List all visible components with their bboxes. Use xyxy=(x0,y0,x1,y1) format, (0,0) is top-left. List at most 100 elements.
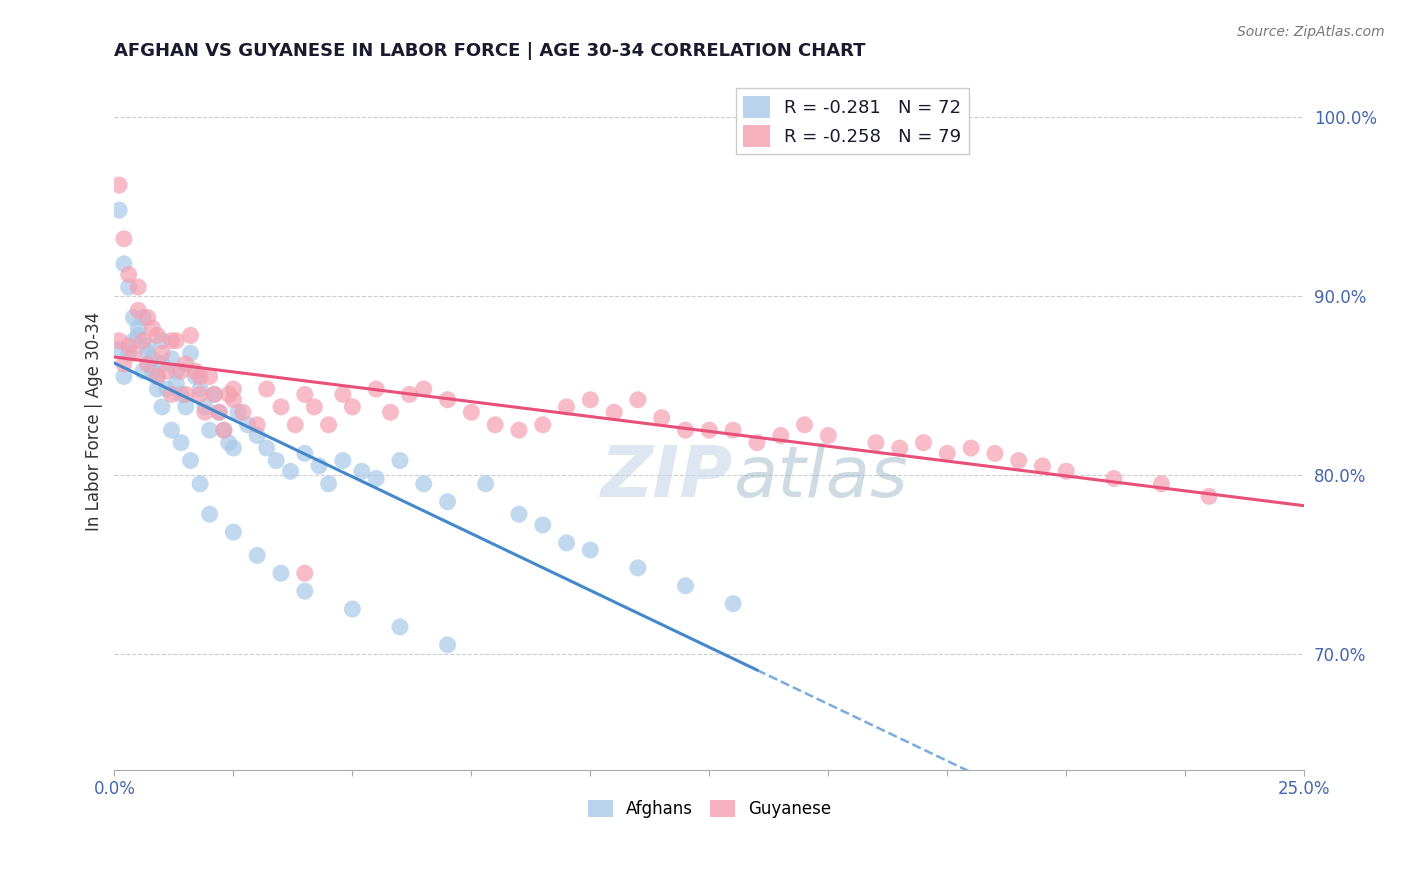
Point xyxy=(366,471,388,485)
Point xyxy=(388,453,411,467)
Point xyxy=(531,518,554,533)
Point xyxy=(332,453,354,467)
Point xyxy=(150,400,173,414)
Point xyxy=(212,423,235,437)
Point xyxy=(188,382,211,396)
Point xyxy=(246,549,269,563)
Point xyxy=(127,280,149,294)
Point xyxy=(218,387,240,401)
Point xyxy=(721,597,744,611)
Point xyxy=(156,364,179,378)
Text: Source: ZipAtlas.com: Source: ZipAtlas.com xyxy=(1237,25,1385,39)
Point xyxy=(603,405,626,419)
Point xyxy=(1054,464,1077,478)
Point xyxy=(1031,458,1053,473)
Point xyxy=(160,423,183,437)
Point xyxy=(112,257,135,271)
Point xyxy=(170,435,193,450)
Point xyxy=(127,321,149,335)
Point xyxy=(256,441,278,455)
Point xyxy=(264,453,287,467)
Point xyxy=(112,369,135,384)
Point xyxy=(304,400,326,414)
Point xyxy=(146,328,169,343)
Point xyxy=(474,476,496,491)
Point xyxy=(675,579,697,593)
Point xyxy=(118,280,141,294)
Point xyxy=(170,387,193,401)
Point xyxy=(122,346,145,360)
Point xyxy=(108,334,131,348)
Point xyxy=(294,566,316,581)
Point xyxy=(141,364,163,378)
Point xyxy=(180,328,202,343)
Point xyxy=(165,364,187,378)
Point xyxy=(136,310,159,325)
Point xyxy=(222,382,245,396)
Point xyxy=(232,405,254,419)
Point xyxy=(912,435,935,450)
Point xyxy=(318,417,340,432)
Point xyxy=(350,464,373,478)
Point xyxy=(180,346,202,360)
Point xyxy=(112,232,135,246)
Point xyxy=(222,525,245,540)
Y-axis label: In Labor Force | Age 30-34: In Labor Force | Age 30-34 xyxy=(86,311,103,531)
Point xyxy=(889,441,911,455)
Point xyxy=(721,423,744,437)
Point xyxy=(1102,471,1125,485)
Point xyxy=(1150,476,1173,491)
Point xyxy=(380,405,402,419)
Point xyxy=(627,561,650,575)
Point xyxy=(308,458,330,473)
Point xyxy=(366,382,388,396)
Point xyxy=(284,417,307,432)
Point xyxy=(212,423,235,437)
Point xyxy=(188,476,211,491)
Point xyxy=(118,339,141,353)
Point xyxy=(202,387,225,401)
Point xyxy=(132,364,155,378)
Text: atlas: atlas xyxy=(733,442,908,511)
Point xyxy=(412,382,434,396)
Point xyxy=(118,268,141,282)
Point xyxy=(484,417,506,432)
Point xyxy=(627,392,650,407)
Text: AFGHAN VS GUYANESE IN LABOR FORCE | AGE 30-34 CORRELATION CHART: AFGHAN VS GUYANESE IN LABOR FORCE | AGE … xyxy=(114,42,866,60)
Point xyxy=(1198,489,1220,503)
Point xyxy=(236,417,259,432)
Point xyxy=(436,638,458,652)
Point xyxy=(246,428,269,442)
Legend: Afghans, Guyanese: Afghans, Guyanese xyxy=(581,793,838,824)
Point xyxy=(398,387,420,401)
Point xyxy=(651,410,673,425)
Point xyxy=(793,417,815,432)
Point xyxy=(555,400,578,414)
Point xyxy=(141,351,163,366)
Point xyxy=(697,423,720,437)
Point xyxy=(150,357,173,371)
Point xyxy=(174,357,197,371)
Point xyxy=(108,343,131,357)
Point xyxy=(222,392,245,407)
Point xyxy=(132,310,155,325)
Point xyxy=(170,364,193,378)
Point xyxy=(127,328,149,343)
Point xyxy=(460,405,482,419)
Point xyxy=(184,369,207,384)
Point xyxy=(180,453,202,467)
Point xyxy=(412,476,434,491)
Point xyxy=(294,584,316,599)
Point xyxy=(112,357,135,371)
Point xyxy=(342,602,364,616)
Point xyxy=(156,382,179,396)
Point xyxy=(436,392,458,407)
Point xyxy=(202,387,225,401)
Point xyxy=(960,441,983,455)
Point xyxy=(745,435,768,450)
Point xyxy=(174,400,197,414)
Point xyxy=(508,423,530,437)
Point xyxy=(531,417,554,432)
Point xyxy=(118,346,141,360)
Point xyxy=(108,178,131,193)
